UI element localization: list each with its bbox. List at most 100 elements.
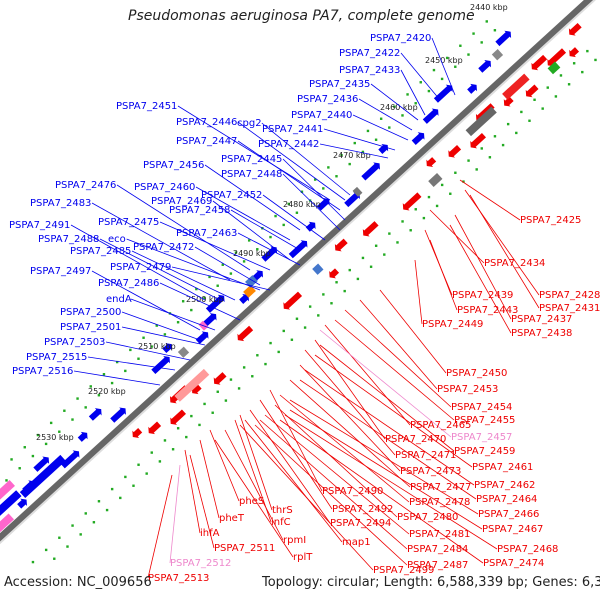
track-dot (488, 156, 492, 159)
minus-gene-arrow (426, 157, 437, 168)
minus-label-leader (324, 324, 411, 426)
track-dot (396, 241, 399, 244)
track-dot (71, 418, 74, 421)
track-dot (63, 409, 66, 412)
plus-gene-label: PSPA7_2445 (221, 154, 282, 165)
orange-feature-block (243, 285, 256, 298)
plus-label-leader (323, 128, 396, 151)
track-dot (459, 44, 462, 47)
minus-label-leader (224, 429, 284, 541)
minus-gene-label: PSPA7_2462 (474, 480, 535, 491)
track-dot (150, 345, 153, 348)
track-dot (171, 448, 175, 451)
plus-gene-label: PSPA7_2501 (60, 322, 121, 333)
minus-gene-label: map1 (342, 537, 371, 548)
minus-label-leader (147, 474, 173, 579)
track-dot (343, 289, 346, 293)
minus-gene-label: PSPA7_2450 (446, 368, 507, 379)
minus-label-leader (244, 419, 343, 543)
plus-gene-arrow (17, 498, 27, 509)
plus-gene-label: PSPA7_2475 (98, 217, 159, 228)
track-dot (480, 147, 483, 150)
plus-label-leader (121, 326, 206, 346)
plus-label-leader (261, 122, 351, 196)
plus-gene-block (0, 490, 22, 524)
track-dot (282, 329, 285, 333)
track-dot (53, 557, 56, 560)
minus-label-leader (449, 224, 512, 334)
gene-labels: PSPA7_2420 PSPA7_2422 PSPA7_2433 PSPA7_2435… (9, 33, 600, 584)
track-dot (366, 129, 370, 133)
track-dot (251, 375, 254, 378)
track-dot (327, 166, 330, 169)
label-leaders (70, 37, 540, 579)
track-dot (493, 135, 497, 138)
minus-gene-block (174, 368, 210, 402)
plus-gene-arrow (467, 83, 477, 94)
plus-gene-label: PSPA7_2483 (30, 198, 91, 209)
track-dot (520, 110, 523, 114)
minus-label-leader (429, 239, 458, 311)
track-dot (467, 159, 470, 162)
minus-label-leader (259, 399, 333, 510)
plus-gene-arrow (162, 343, 173, 354)
track-dot (581, 70, 584, 74)
track-dot (322, 293, 325, 296)
feature-tracks (0, 23, 582, 540)
track-dot (388, 232, 391, 235)
track-dot (308, 305, 312, 308)
track-dot (317, 314, 320, 317)
track-dot (234, 251, 238, 254)
plus-gene-label: eco (108, 234, 126, 245)
minus-gene-label: PSPA7_2457 (451, 432, 512, 443)
plus-gene-label: PSPA7_2446 (176, 117, 237, 128)
minus-label-leader (359, 299, 438, 390)
gray-feature-block (177, 346, 190, 358)
track-dot (361, 256, 365, 260)
track-dot (110, 381, 114, 385)
track-dot (480, 41, 483, 44)
plus-gene-arrow (344, 191, 360, 208)
minus-gene-arrow (170, 409, 186, 425)
track-dot (97, 394, 101, 397)
track-dot (145, 472, 148, 475)
track-dot (76, 397, 79, 400)
minus-gene-label: infC (271, 517, 291, 528)
plus-label-leader (177, 105, 331, 201)
track-dot (176, 427, 180, 430)
minus-label-leader (344, 309, 452, 408)
track-dot (435, 204, 439, 208)
minus-label-leader (429, 209, 485, 264)
track-dot (84, 406, 87, 409)
plus-label-leader (237, 121, 346, 201)
plus-gene-label: PSPA7_2442 (258, 139, 319, 150)
track-dot (229, 378, 233, 381)
plus-gene-label: PSPA7_2486 (98, 278, 159, 289)
kbp-tick-label: 2480 kbp (283, 200, 321, 209)
minus-gene-label: pheT (219, 513, 245, 524)
track-dot (102, 373, 106, 376)
track-dot (422, 216, 426, 220)
plus-label-leader (237, 232, 301, 266)
track-dot (472, 32, 475, 35)
track-dot (282, 223, 285, 227)
track-dot (303, 326, 307, 329)
plus-gene-label: PSPA7_2458 (169, 205, 230, 216)
plus-label-leader (116, 184, 251, 271)
minus-gene-label: PSPA7_2466 (478, 509, 539, 520)
minus-gene-label: rplT (293, 552, 313, 563)
track-dot (49, 421, 53, 425)
plus-gene-arrow (60, 450, 80, 469)
track-dot (440, 183, 444, 187)
plus-gene-arrow (361, 162, 380, 181)
minus-gene-arrow (362, 221, 379, 237)
track-dot (208, 275, 211, 279)
minus-label-leader (209, 429, 240, 502)
track-dot (383, 253, 386, 256)
minus-gene-label: PSPA7_2478 (409, 497, 470, 508)
track-dot (89, 385, 92, 388)
track-dot (92, 521, 96, 524)
track-dot (229, 272, 233, 275)
track-dot (23, 446, 26, 449)
